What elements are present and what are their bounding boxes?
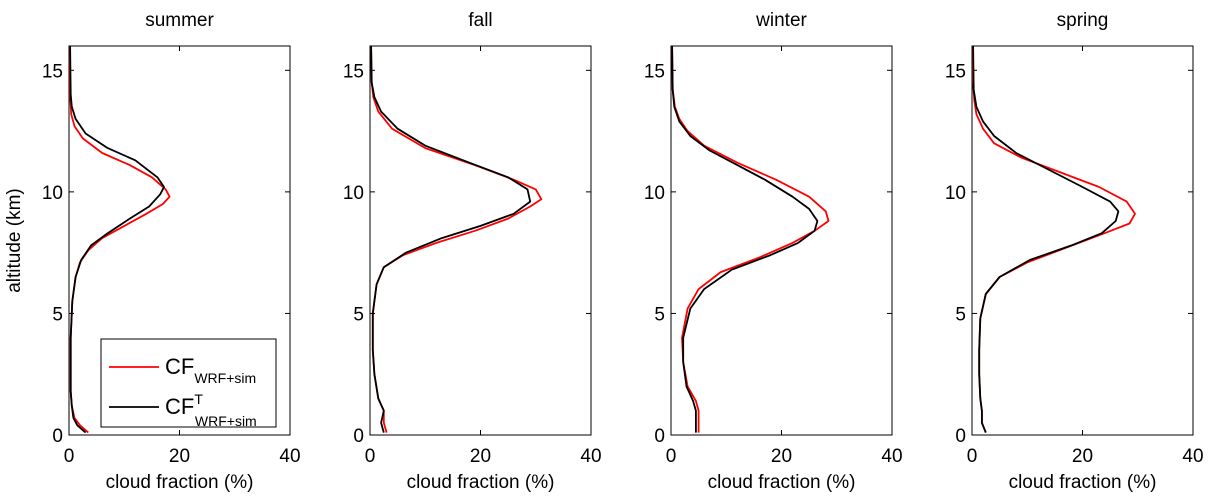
y-tick-label: 15 [945,61,966,82]
x-tick-label: 20 [470,446,491,467]
legend-box [100,338,277,428]
y-tick-label: 10 [42,183,63,204]
panel-title: summer [145,10,214,31]
panel-fall: fall 0 20 40 0 5 10 15 cloud fraction (%) [343,10,602,493]
x-axis-label: cloud fraction (%) [1009,472,1157,493]
y-axis-label: altitude (km) [4,188,25,293]
y-tick-label: 15 [42,61,63,82]
x-tick-label: 20 [1072,446,1093,467]
panel-spring: spring 0 20 40 0 5 10 15 cloud fraction (%) [945,10,1204,493]
panel-title: spring [1057,10,1109,31]
series-line-red [671,46,830,433]
y-tick-label: 0 [52,426,63,447]
x-tick-label: 20 [169,446,190,467]
y-tick-label: 5 [52,304,63,325]
panels: summer 0 20 40 0 5 10 15 cloud fraction (%) altit… [4,10,1204,493]
legend-label: CFWRF+sim [165,354,256,386]
panel-summer: summer 0 20 40 0 5 10 15 cloud fraction (%) altit… [4,10,301,493]
panel-title: winter [755,10,807,31]
x-tick-label: 40 [580,446,601,467]
y-tick-label: 10 [945,183,966,204]
panel-title: fall [468,10,492,31]
x-tick-label: 40 [279,446,300,467]
x-tick-label: 0 [967,446,978,467]
y-tick-label: 15 [343,61,364,82]
y-tick-label: 5 [654,304,665,325]
y-tick-label: 5 [353,304,364,325]
panel-winter: winter 0 20 40 0 5 10 15 cloud fraction (%) [644,10,903,493]
series-line-black [972,46,1120,433]
series-line-black [671,46,819,433]
legend: CFWRF+sim CFT WRF+sim [100,338,277,429]
x-tick-label: 40 [1182,446,1203,467]
y-tick-label: 5 [955,304,966,325]
y-tick-label: 0 [654,426,665,447]
x-tick-label: 20 [771,446,792,467]
y-tick-label: 10 [343,183,364,204]
x-tick-label: 0 [365,446,376,467]
x-tick-label: 0 [64,446,75,467]
y-tick-label: 10 [644,183,665,204]
x-axis-label: cloud fraction (%) [708,472,856,493]
x-axis-label: cloud fraction (%) [106,472,254,493]
legend-label: CFT WRF+sim [165,391,257,429]
series-line-black [370,46,532,433]
y-tick-label: 0 [955,426,966,447]
series-line-black [69,46,165,434]
x-tick-label: 40 [881,446,902,467]
y-tick-label: 15 [644,61,665,82]
x-tick-label: 0 [666,446,677,467]
y-tick-label: 0 [353,426,364,447]
x-axis-label: cloud fraction (%) [407,472,555,493]
